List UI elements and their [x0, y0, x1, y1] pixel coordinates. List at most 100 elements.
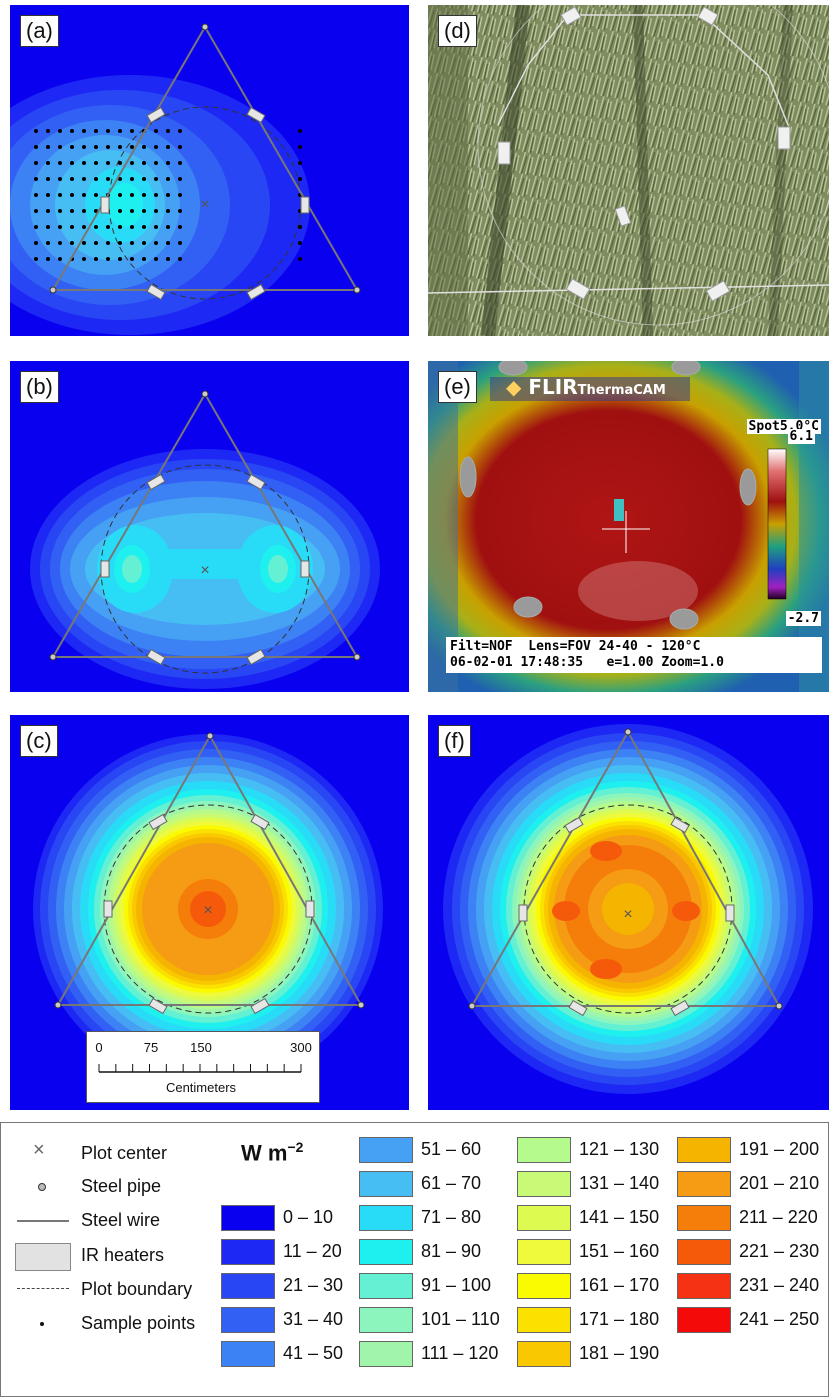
sample-point: [94, 241, 98, 245]
sample-point: [34, 241, 38, 245]
legend-bin-label: 191 – 200: [739, 1139, 820, 1159]
sample-point: [82, 193, 86, 197]
legend-bin-label: 141 – 150: [579, 1207, 660, 1227]
sample-point: [58, 193, 62, 197]
sample-point: [130, 193, 134, 197]
flir-info-line2: 06-02-01 17:48:35 e=1.00 Zoom=1.0: [450, 655, 724, 670]
sample-point: [70, 145, 74, 149]
sample-point: [130, 161, 134, 165]
legend-swatch: [517, 1341, 571, 1367]
legend-swatch: [359, 1171, 413, 1197]
plot-center-marker: ×: [200, 196, 209, 213]
sample-point: [118, 209, 122, 213]
sample-point: [46, 225, 50, 229]
sample-point: [70, 129, 74, 133]
legend-swatch: [359, 1273, 413, 1299]
sample-point: [118, 193, 122, 197]
scale-bar-graphic: 0 75 150 300 Centimeters: [95, 1040, 311, 1095]
panel-c-map: ×: [10, 715, 409, 1110]
sample-point: [82, 241, 86, 245]
sample-point: [58, 225, 62, 229]
legend-bin-label: 181 – 190: [579, 1343, 660, 1363]
steel-wire: [51, 25, 359, 291]
legend-swatch: [677, 1307, 731, 1333]
sample-point: [154, 225, 158, 229]
sample-point: [46, 257, 50, 261]
panel-e-label: (e): [438, 371, 477, 403]
ir-heaters: [100, 473, 310, 666]
sample-point: [58, 129, 62, 133]
sample-point: [82, 145, 86, 149]
scale-bar: 0 75 150 300 Centimeters: [86, 1031, 320, 1103]
sample-point: [130, 129, 134, 133]
sample-point: [178, 257, 182, 261]
steel-wire: [51, 392, 359, 658]
legend-bin-label: 151 – 160: [579, 1241, 660, 1261]
legend-steel-pipe: Steel pipe: [81, 1176, 162, 1196]
sample-point: [94, 225, 98, 229]
sample-point: [118, 145, 122, 149]
sample-point: [142, 241, 146, 245]
sample-points: [34, 129, 302, 261]
sample-point: [118, 225, 122, 229]
legend-bin-label: 81 – 90: [421, 1241, 482, 1261]
sample-point: [166, 257, 170, 261]
legend-bin-label: 231 – 240: [739, 1275, 820, 1295]
unit-exp: −2: [287, 1139, 304, 1155]
sample-point: [166, 225, 170, 229]
sample-point: [118, 241, 122, 245]
steel-pipes: [468, 728, 783, 1010]
flux-contours-c: [33, 734, 383, 1084]
legend-bin-label: 131 – 140: [579, 1173, 660, 1193]
sample-point: [70, 209, 74, 213]
sample-point: [82, 161, 86, 165]
ir-heaters: [103, 813, 315, 1015]
panel-d: (d): [428, 5, 829, 336]
legend: × Plot center Steel pipe Steel wire IR h…: [0, 1122, 829, 1397]
sample-point: [58, 257, 62, 261]
thermal-image: [428, 361, 829, 692]
sample-point: [106, 225, 110, 229]
sensor-box: [614, 499, 624, 521]
legend-swatch: [677, 1137, 731, 1163]
legend-swatch: [517, 1171, 571, 1197]
sample-point: [142, 209, 146, 213]
legend-bin-label: 211 – 220: [739, 1207, 818, 1227]
panel-f: × (f): [428, 715, 829, 1110]
sample-point: [142, 225, 146, 229]
sample-point: [166, 193, 170, 197]
legend-bin-label: 221 – 230: [739, 1241, 820, 1261]
sample-point: [298, 225, 302, 229]
flux-contours-b: [30, 449, 380, 689]
sample-point: [166, 161, 170, 165]
sample-point: [178, 209, 182, 213]
panel-b-label: (b): [20, 371, 59, 403]
flux-contours-a: [10, 75, 310, 335]
flir-brand-sub: ThermaCAM: [577, 383, 666, 398]
sample-point: [94, 161, 98, 165]
sample-point: [70, 177, 74, 181]
flir-brand: ◆ FLIRThermaCAM: [506, 375, 666, 399]
legend-swatch: [221, 1307, 275, 1333]
sample-point: [70, 241, 74, 245]
sample-point: [142, 177, 146, 181]
legend-swatch: [517, 1273, 571, 1299]
sample-point: [298, 177, 302, 181]
sample-point: [178, 129, 182, 133]
sample-point: [130, 209, 134, 213]
sample-point: [94, 257, 98, 261]
legend-ir-heaters: IR heaters: [81, 1245, 165, 1265]
plot-boundary-icon: [17, 1288, 69, 1289]
legend-swatch: [677, 1171, 731, 1197]
sample-point: [142, 257, 146, 261]
crop-photo: [428, 5, 829, 336]
scale-tick-75: 75: [144, 1040, 158, 1055]
legend-swatch: [677, 1205, 731, 1231]
legend-bin-label: 31 – 40: [283, 1309, 344, 1329]
sample-point: [46, 177, 50, 181]
sample-point: [178, 161, 182, 165]
legend-bin-label: 0 – 10: [283, 1207, 334, 1227]
steel-pipe-icon: [38, 1183, 46, 1191]
sample-point: [34, 257, 38, 261]
sample-point: [298, 241, 302, 245]
